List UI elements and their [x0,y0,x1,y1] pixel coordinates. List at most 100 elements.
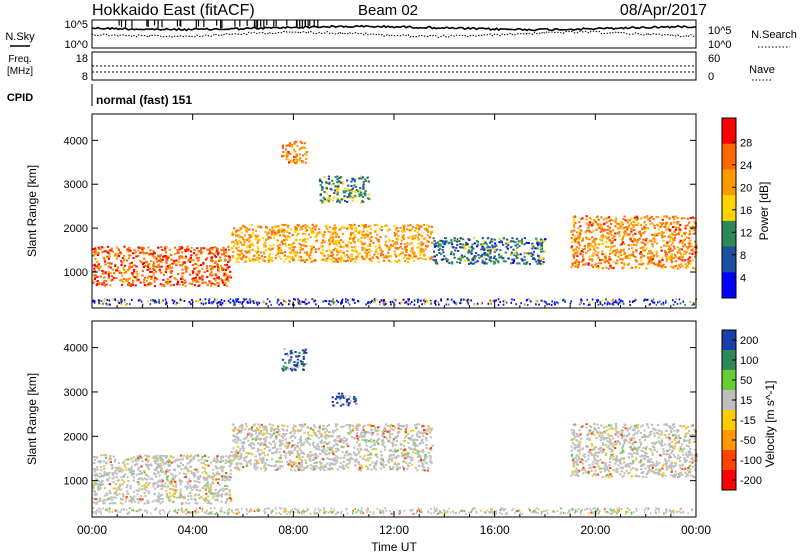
data-cell [577,241,581,244]
data-cell [412,451,415,454]
data-cell [539,248,542,250]
data-cell [446,260,449,263]
data-cell [276,448,279,451]
data-cell [403,454,406,457]
data-cell [326,197,329,200]
data-cell [646,215,649,217]
data-cell [673,237,677,239]
data-cell [684,263,687,266]
data-cell [113,492,116,495]
data-cell [233,458,236,461]
data-cell [304,153,307,155]
data-cell [596,301,599,304]
data-cell [206,485,209,488]
data-cell [673,218,676,221]
data-cell [307,431,310,434]
data-cell [288,247,291,250]
data-cell [443,255,446,258]
data-cell [473,257,476,260]
data-cell [294,156,297,159]
data-cell [272,243,275,246]
data-cell [342,245,345,248]
data-cell [161,498,164,500]
data-cell [189,256,193,259]
data-cell [608,233,611,236]
data-cell [608,220,611,223]
data-cell [299,228,302,231]
data-cell [664,223,667,226]
data-cell [224,493,227,496]
data-cell [564,301,566,303]
data-cell [473,237,476,240]
data-cell [418,251,422,254]
data-cell [283,231,286,234]
data-cell [546,303,548,306]
data-cell [354,453,357,456]
data-cell [159,254,162,257]
data-cell [196,257,199,260]
data-cell [304,240,307,243]
data-cell [502,303,505,306]
data-cell [228,489,231,492]
data-cell [216,302,218,305]
data-cell [247,228,250,231]
data-cell [247,250,250,253]
data-cell [157,254,160,257]
data-cell [300,459,303,462]
data-cell [288,243,291,246]
data-cell [618,234,622,237]
data-cell [229,276,233,279]
data-cell [247,240,251,243]
data-cell [672,237,675,240]
data-cell [426,300,428,303]
data-cell [493,255,496,258]
data-cell [102,460,105,463]
data-cell [621,223,624,226]
data-cell [626,254,629,257]
data-cell [612,301,615,304]
data-cell [108,299,111,302]
data-cell [302,232,305,235]
data-cell [668,256,671,259]
data-cell [535,260,538,263]
data-cell [494,259,497,262]
data-cell [472,247,475,250]
data-cell [621,228,624,231]
data-cell [512,240,515,243]
data-cell [335,259,338,262]
data-cell [180,299,182,302]
data-cell [627,256,631,259]
data-cell [593,248,596,251]
data-cell [264,463,267,466]
data-cell [640,241,643,244]
data-cell [434,259,437,262]
data-cell [668,229,671,231]
data-cell [491,246,494,249]
data-cell [285,447,288,449]
data-cell [319,199,322,202]
data-cell [192,270,195,273]
data-cell [662,231,665,234]
data-cell [502,257,505,260]
data-cell [428,256,431,259]
data-cell [466,299,468,302]
data-cell [331,183,334,186]
data-cell [417,228,421,231]
data-cell [107,250,110,253]
data-cell [609,247,612,250]
data-cell [325,437,328,440]
data-cell [138,466,141,469]
data-cell [632,240,635,243]
data-cell [669,247,672,250]
data-cell [208,491,211,494]
data-cell [331,300,333,303]
data-cell [143,487,146,490]
data-cell [110,458,113,461]
data-cell [634,256,637,259]
data-cell [572,218,575,221]
data-cell [282,151,285,153]
data-cell [209,483,212,486]
data-cell [111,477,114,480]
data-cell [411,252,414,254]
